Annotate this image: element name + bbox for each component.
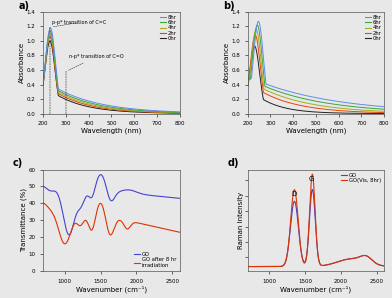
Text: b): b) bbox=[223, 1, 235, 11]
Legend: GO, GO(Vis, 8hr): GO, GO(Vis, 8hr) bbox=[339, 170, 383, 185]
X-axis label: Wavelength (nm): Wavelength (nm) bbox=[286, 128, 346, 134]
Text: p-p* transition of C=C: p-p* transition of C=C bbox=[52, 20, 107, 27]
Y-axis label: Absorbance: Absorbance bbox=[19, 42, 25, 83]
Legend: 8hr, 6hr, 4hr, 2hr, 0hr: 8hr, 6hr, 4hr, 2hr, 0hr bbox=[363, 13, 384, 43]
Legend: 8hr, 6hr, 4hr, 2hr, 0hr: 8hr, 6hr, 4hr, 2hr, 0hr bbox=[158, 13, 179, 43]
Text: a): a) bbox=[18, 1, 29, 11]
Y-axis label: Absorbance: Absorbance bbox=[224, 42, 230, 83]
X-axis label: Wavenumber (cm⁻¹): Wavenumber (cm⁻¹) bbox=[280, 285, 352, 293]
Legend: GO, GO after 8 hr
irradiation: GO, GO after 8 hr irradiation bbox=[132, 249, 178, 270]
X-axis label: Wavenumber (cm⁻¹): Wavenumber (cm⁻¹) bbox=[76, 285, 147, 293]
X-axis label: Wavelength (nm): Wavelength (nm) bbox=[81, 128, 142, 134]
Text: n-p* transition of C=O: n-p* transition of C=O bbox=[68, 54, 124, 70]
Text: G: G bbox=[309, 176, 314, 182]
Text: d): d) bbox=[227, 159, 239, 168]
Y-axis label: Raman Intensity: Raman Intensity bbox=[238, 192, 243, 249]
Text: D: D bbox=[291, 191, 297, 197]
Text: c): c) bbox=[13, 159, 24, 168]
Y-axis label: Transmittance (%): Transmittance (%) bbox=[21, 188, 27, 252]
